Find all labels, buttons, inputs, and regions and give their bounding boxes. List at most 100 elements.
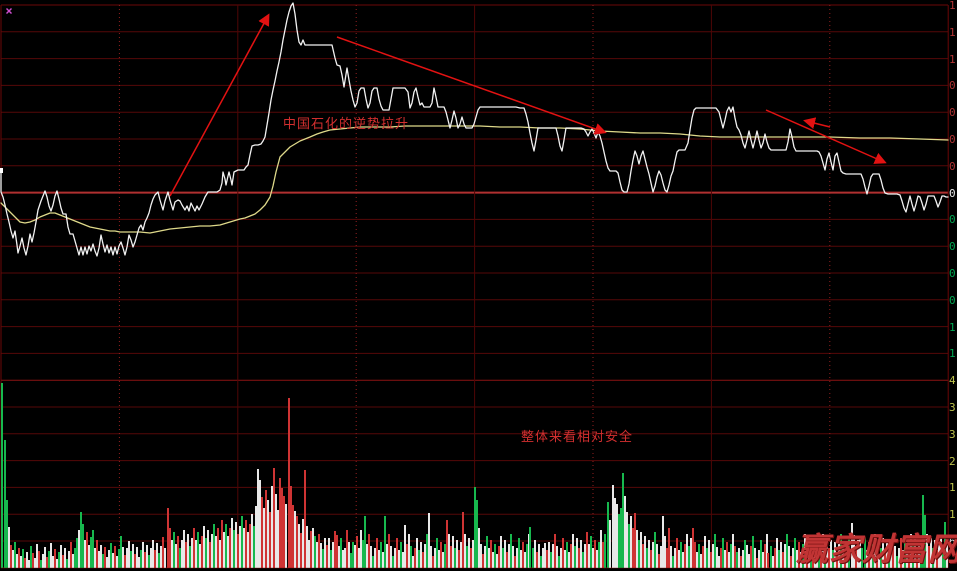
volume-bar <box>742 550 744 568</box>
volume-bar <box>688 546 690 568</box>
volume-bar <box>794 538 796 568</box>
volume-bar <box>458 550 460 568</box>
volume-bar <box>648 540 650 568</box>
volume-bar <box>494 544 496 568</box>
volume-bar <box>824 546 826 568</box>
volume-bar <box>326 545 328 568</box>
volume-bar <box>231 518 233 568</box>
volume-bar <box>855 546 857 568</box>
volume-bar <box>164 548 166 568</box>
volume-bar <box>944 522 946 568</box>
volume-bar <box>110 543 112 568</box>
volume-bar <box>40 560 42 568</box>
volume-bar <box>328 538 330 568</box>
volume-bar <box>678 550 680 568</box>
volume-bar <box>126 548 128 568</box>
volume-bar <box>572 534 574 568</box>
volume-bar <box>750 546 752 568</box>
volume-bar <box>562 538 564 568</box>
volume-bar <box>189 546 191 568</box>
volume-bar <box>630 516 632 568</box>
volume-bar <box>514 556 516 568</box>
volume-bar <box>526 544 528 568</box>
volume-bar <box>464 534 466 568</box>
volume-bar <box>308 540 310 568</box>
volume-bar <box>626 512 628 568</box>
volume-bar <box>668 528 670 568</box>
volume-bar <box>502 548 504 568</box>
volume-bar <box>564 550 566 568</box>
volume-bar <box>560 548 562 568</box>
volume-bar <box>524 552 526 568</box>
volume-bar <box>816 542 818 568</box>
volume-bar <box>175 544 177 568</box>
volume-bar <box>844 556 846 568</box>
volume-bar <box>882 538 884 568</box>
volume-bar <box>532 548 534 568</box>
annotation-safety-note: 整体来看相对安全 <box>521 430 634 445</box>
volume-bar <box>928 546 930 568</box>
volume-bar <box>840 534 842 568</box>
volume-bar <box>14 542 16 568</box>
volume-bar <box>848 538 850 568</box>
volume-bar <box>588 544 590 568</box>
volume-bar <box>570 544 572 568</box>
decline-trendline-arrow <box>336 36 607 135</box>
volume-bar <box>169 528 171 568</box>
volume-bar <box>468 538 470 568</box>
volume-bar <box>770 546 772 568</box>
volume-bar <box>624 496 626 568</box>
axis-label: 0 <box>949 106 956 119</box>
volume-bar <box>46 557 48 568</box>
volume-bar <box>64 548 66 568</box>
volume-bar <box>195 540 197 568</box>
volume-bar <box>452 536 454 568</box>
axis-label: 1 <box>949 0 956 12</box>
volume-bar <box>322 549 324 568</box>
volume-bar <box>706 548 708 568</box>
volume-bar <box>886 542 888 568</box>
volume-bar <box>596 550 598 568</box>
volume-bar <box>424 544 426 568</box>
volume-bar <box>199 544 201 568</box>
volume-bar <box>480 544 482 568</box>
volume-bar <box>806 546 808 568</box>
volume-bar <box>332 542 334 568</box>
volume-bar <box>470 548 472 568</box>
volume-bar <box>400 542 402 568</box>
volume-bar <box>664 536 666 568</box>
volume-bar <box>592 548 594 568</box>
axis-label: 2 <box>949 455 956 468</box>
volume-bar <box>644 536 646 568</box>
volume-bar <box>890 544 892 568</box>
corner-cross-icon <box>6 8 12 14</box>
volume-bar <box>100 545 102 568</box>
volume-bar <box>410 546 412 568</box>
volume-bar <box>808 556 810 568</box>
volume-bar <box>253 526 255 568</box>
volume-bar <box>247 532 249 568</box>
volume-bar <box>744 540 746 568</box>
axis-label: 1 <box>949 347 956 360</box>
volume-bar <box>12 550 14 568</box>
axis-label: 0 <box>949 187 956 200</box>
volume-bar <box>714 534 716 568</box>
volume-bar <box>354 545 356 568</box>
volume-bar <box>30 546 32 568</box>
volume-bar <box>712 544 714 568</box>
volume-bar <box>778 550 780 568</box>
volume-bar <box>56 559 58 568</box>
volume-bar <box>598 542 600 568</box>
volume-bar <box>790 556 792 568</box>
price-line <box>0 2 949 257</box>
volume-bar <box>536 552 538 568</box>
volume-bar <box>812 538 814 568</box>
volume-bar <box>42 554 44 568</box>
volume-bar <box>370 546 372 568</box>
volume-bar <box>144 552 146 568</box>
volume-bar <box>900 538 902 568</box>
volume-bar <box>368 534 370 568</box>
volume-bar <box>540 556 542 568</box>
volume-bar <box>654 532 656 568</box>
